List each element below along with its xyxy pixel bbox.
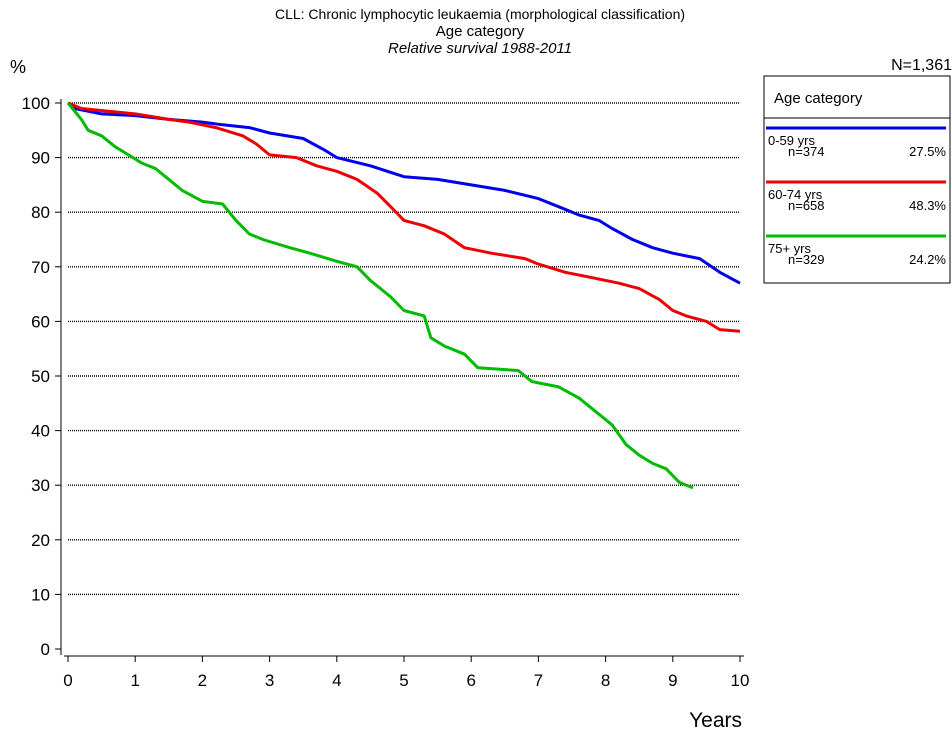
legend-label: 75+ yrs (768, 241, 811, 256)
legend-share: 48.3% (909, 198, 946, 213)
survival-line (66, 102, 694, 490)
x-tick-label: 8 (601, 671, 610, 690)
y-tick-label: 50 (31, 367, 50, 386)
y-axis-label: % (10, 57, 26, 77)
legend-n: n=329 (788, 252, 825, 267)
chart-subtitle: Age category (436, 23, 525, 40)
y-tick-label: 70 (31, 258, 50, 277)
chart-title: CLL: Chronic lymphocytic leukaemia (morp… (275, 6, 685, 22)
x-tick-label: 4 (332, 671, 341, 690)
x-tick-label: 5 (399, 671, 408, 690)
survival-line (67, 101, 741, 333)
x-tick-label: 9 (668, 671, 677, 690)
x-tick-label: 6 (466, 671, 475, 690)
legend-label: 60-74 yrs (768, 187, 823, 202)
x-axis-label: Years (689, 709, 742, 732)
total-label: N=1,361 (891, 57, 952, 74)
legend-share: 24.2% (909, 252, 946, 267)
y-tick-label: 80 (31, 203, 50, 222)
legend-title: Age category (774, 90, 863, 107)
legend-n: n=374 (788, 144, 825, 159)
y-tick-label: 30 (31, 476, 50, 495)
y-tick-label: 10 (31, 585, 50, 604)
x-tick-label: 2 (198, 671, 207, 690)
x-tick-label: 1 (130, 671, 139, 690)
y-tick-label: 0 (41, 640, 50, 659)
x-tick-label: 3 (265, 671, 274, 690)
legend-n: n=658 (788, 198, 825, 213)
survival-line (67, 101, 741, 285)
legend-share: 27.5% (909, 144, 946, 159)
y-tick-label: 60 (31, 312, 50, 331)
legend-label: 0-59 yrs (768, 133, 815, 148)
chart-subtitle2: Relative survival 1988-2011 (388, 40, 572, 57)
x-tick-label: 7 (534, 671, 543, 690)
y-tick-label: 90 (31, 149, 50, 168)
legend-box (763, 75, 951, 284)
x-tick-label: 10 (731, 671, 750, 690)
x-tick-label: 0 (63, 671, 72, 690)
y-tick-label: 100 (22, 94, 50, 113)
y-tick-label: 20 (31, 531, 50, 550)
y-tick-label: 40 (31, 422, 50, 441)
